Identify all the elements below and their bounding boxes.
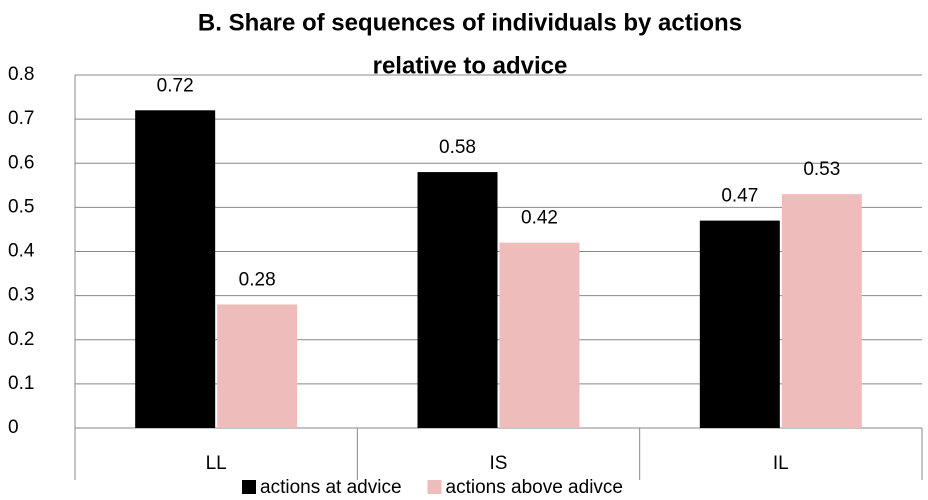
bar (499, 242, 580, 428)
x-tick-label: IL (773, 453, 789, 474)
legend-swatch (242, 480, 256, 494)
bar (699, 220, 780, 428)
value-label: 0.72 (157, 75, 194, 96)
x-tick-label: IS (490, 453, 508, 474)
legend-label: actions at advice (260, 477, 402, 498)
value-label: 0.28 (239, 269, 276, 290)
value-label: 0.58 (439, 137, 476, 158)
value-label: 0.42 (521, 208, 558, 229)
bar (781, 194, 862, 428)
x-tick-label: LL (206, 453, 227, 474)
value-label: 0.47 (721, 186, 758, 207)
y-tick-label: 0.2 (8, 329, 34, 350)
y-tick-label: 0.6 (8, 152, 34, 173)
y-tick-label: 0.3 (8, 285, 34, 306)
y-tick-label: 0.1 (8, 373, 34, 394)
y-tick-label: 0.8 (8, 64, 34, 85)
bar (135, 110, 216, 429)
legend-label: actions above adivce (446, 477, 623, 498)
y-tick-label: 0.5 (8, 196, 34, 217)
bar (217, 304, 298, 428)
chart-title: B. Share of sequences of individuals by … (198, 9, 742, 36)
y-tick-label: 0 (8, 417, 19, 438)
value-label: 0.53 (803, 159, 840, 180)
bar (417, 172, 498, 428)
y-tick-label: 0.4 (8, 241, 35, 262)
legend-swatch (427, 480, 442, 494)
y-tick-label: 0.7 (8, 108, 34, 129)
